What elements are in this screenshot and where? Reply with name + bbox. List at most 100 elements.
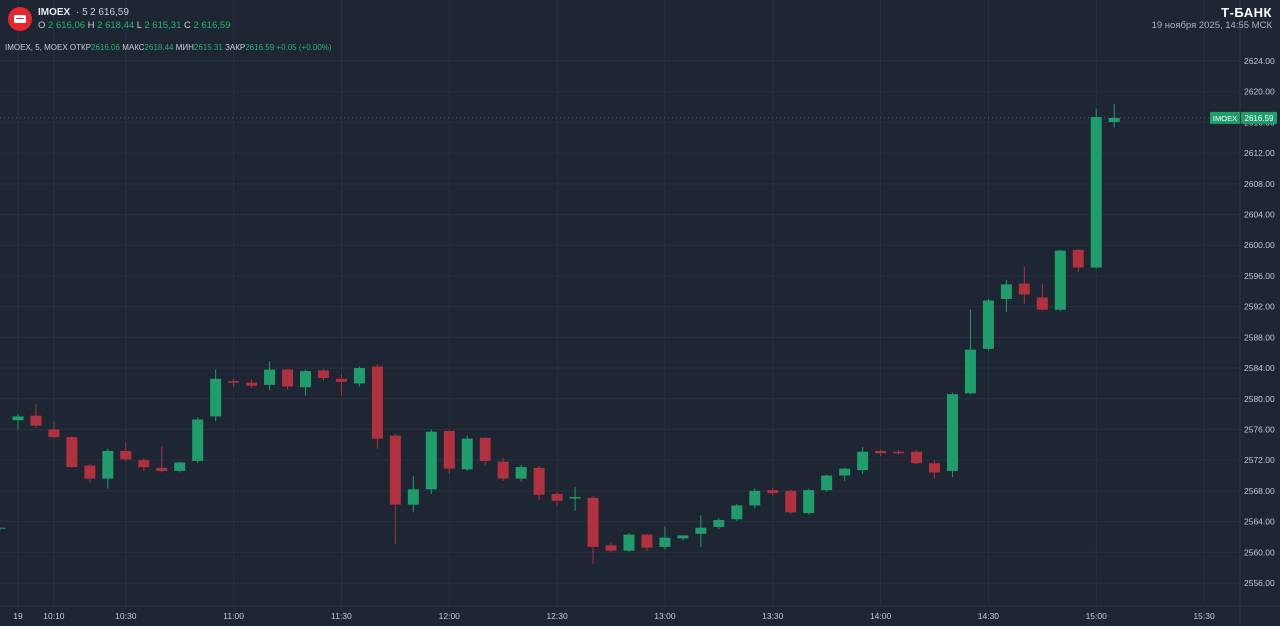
- candle-up[interactable]: [174, 461, 186, 473]
- price-tick-label: 2608.00: [1244, 179, 1275, 189]
- candle-up[interactable]: [1054, 249, 1066, 312]
- candle-down[interactable]: [497, 457, 509, 481]
- candle-up[interactable]: [659, 526, 671, 550]
- candle-down[interactable]: [785, 489, 797, 514]
- price-tick-label: 2620.00: [1244, 87, 1275, 97]
- candle-down[interactable]: [1036, 283, 1048, 311]
- marker-ticker-label: IMOEX: [1213, 114, 1237, 123]
- candle-up[interactable]: [713, 517, 725, 530]
- candle-down[interactable]: [533, 466, 545, 501]
- candle-up[interactable]: [821, 474, 833, 492]
- legend-high-value: 2618.44: [144, 43, 174, 52]
- candle-up[interactable]: [407, 476, 419, 513]
- candle-down[interactable]: [875, 449, 887, 457]
- candle-up[interactable]: [569, 487, 581, 511]
- legend-low-label: МИН: [175, 43, 194, 52]
- candle-body: [210, 378, 222, 417]
- candle-up[interactable]: [102, 448, 114, 489]
- candle-down[interactable]: [893, 450, 905, 455]
- candle-body: [425, 431, 437, 490]
- price-tick-label: 2572.00: [1244, 455, 1275, 465]
- candle-up[interactable]: [803, 488, 815, 515]
- candle-down[interactable]: [641, 533, 653, 551]
- last-price-marker: IMOEX 2616.59: [0, 111, 1277, 124]
- candle-down[interactable]: [138, 457, 150, 471]
- candle-body: [246, 382, 258, 386]
- candle-down[interactable]: [1018, 266, 1030, 304]
- candle-down[interactable]: [282, 368, 294, 390]
- candle-down[interactable]: [605, 542, 617, 553]
- candle-body: [946, 394, 958, 471]
- ticker-symbol[interactable]: IMOEX: [38, 7, 71, 18]
- candle-down[interactable]: [443, 430, 455, 474]
- candle-down[interactable]: [479, 437, 491, 466]
- candle-up[interactable]: [461, 435, 473, 471]
- candle-series[interactable]: [0, 103, 1120, 564]
- candle-body: [174, 462, 186, 471]
- candle-up[interactable]: [12, 414, 24, 430]
- series-legend[interactable]: IMOEX, 5, MOEX ОТКР2616.06 МАКС2618.44 М…: [5, 43, 332, 52]
- candle-body: [120, 450, 132, 460]
- candle-up[interactable]: [192, 417, 204, 464]
- candle-up[interactable]: [623, 533, 635, 552]
- candle-up[interactable]: [210, 369, 222, 422]
- candle-down[interactable]: [551, 492, 563, 507]
- candle-down[interactable]: [246, 379, 258, 389]
- candle-up[interactable]: [964, 309, 976, 395]
- candle-body: [407, 489, 419, 505]
- candle-down[interactable]: [48, 421, 60, 439]
- candle-body: [102, 450, 114, 479]
- candle-down[interactable]: [317, 368, 329, 381]
- candle-up[interactable]: [264, 361, 276, 391]
- candle-up[interactable]: [677, 535, 689, 541]
- price-axis[interactable]: 2556.00 2560.00 2564.00 2568.00 2572.00 2576.…: [1239, 0, 1275, 626]
- candle-body: [659, 537, 671, 547]
- timeframe-label[interactable]: · 5 ·: [76, 7, 94, 18]
- candle-body: [1090, 117, 1102, 268]
- candle-up[interactable]: [695, 515, 707, 547]
- candle-up[interactable]: [946, 392, 958, 478]
- candle-down[interactable]: [928, 460, 940, 479]
- candle-up[interactable]: [857, 447, 869, 474]
- candle-up[interactable]: [982, 298, 994, 351]
- tbank-logo-icon: [8, 7, 32, 31]
- candle-body: [192, 419, 204, 461]
- open-value: 2 616,06: [48, 20, 86, 31]
- candle-body: [0, 527, 6, 529]
- candle-down[interactable]: [389, 434, 401, 544]
- candle-up[interactable]: [353, 366, 365, 387]
- candle-up[interactable]: [515, 464, 527, 482]
- candle-body: [928, 463, 940, 473]
- price-tick-label: 2568.00: [1244, 486, 1275, 496]
- candle-down[interactable]: [120, 442, 132, 461]
- candle-body: [964, 349, 976, 394]
- time-tick-label: 11:00: [223, 611, 244, 621]
- candle-up[interactable]: [731, 503, 743, 521]
- time-tick-label: 13:30: [762, 611, 784, 621]
- candle-up[interactable]: [749, 488, 761, 509]
- candle-down[interactable]: [587, 496, 599, 564]
- time-tick-label: 19: [13, 611, 23, 621]
- candle-down[interactable]: [335, 374, 347, 396]
- candle-up[interactable]: [425, 429, 437, 494]
- candle-up[interactable]: [839, 467, 851, 481]
- candle-down[interactable]: [1072, 249, 1084, 273]
- candle-down[interactable]: [84, 464, 96, 483]
- time-axis[interactable]: 19 10:10 10:30 11:00 11:30 12:00 12:30 13:00 13:…: [0, 605, 1280, 621]
- candle-up[interactable]: [1000, 279, 1012, 313]
- candle-down[interactable]: [911, 450, 923, 464]
- candle-down[interactable]: [767, 487, 779, 497]
- candle-up[interactable]: [1108, 103, 1120, 128]
- candle-up[interactable]: [300, 369, 312, 396]
- candle-down[interactable]: [66, 436, 78, 468]
- candle-down[interactable]: [228, 378, 240, 388]
- candle-down[interactable]: [156, 446, 168, 473]
- price-tick-label: 2596.00: [1244, 271, 1275, 281]
- candle-up[interactable]: [1090, 108, 1102, 269]
- legend-low-value: 2615.31: [193, 43, 223, 52]
- candle-down[interactable]: [30, 404, 42, 428]
- candle-down[interactable]: [371, 364, 383, 449]
- candle-up[interactable]: [0, 527, 6, 531]
- header-last-price: 2 616,59: [90, 7, 129, 18]
